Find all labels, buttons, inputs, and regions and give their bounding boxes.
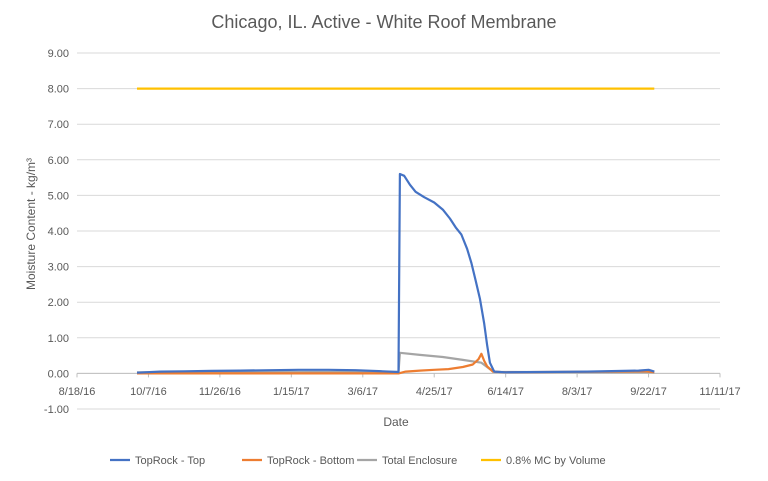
x-axis-title: Date (383, 415, 409, 429)
x-tick-label: 10/7/16 (130, 386, 167, 398)
chart-title: Chicago, IL. Active - White Roof Membran… (211, 12, 557, 32)
y-tick-label: -1.00 (44, 404, 69, 416)
y-axis-ticks: -1.00 0.00 1.00 2.00 3.00 4.00 5.00 6.00 7.00 8.0… (44, 48, 69, 416)
x-axis-ticks: 8/18/16 10/7/16 11/26/16 1/15/17 3/6/17 4/25/… (59, 372, 741, 398)
legend-label: 0.8% MC by Volume (506, 455, 606, 467)
y-tick-label: 0.00 (48, 368, 69, 380)
x-tick-label: 11/11/17 (699, 386, 740, 398)
x-tick-label: 9/22/17 (630, 386, 667, 398)
x-tick-label: 6/14/17 (487, 386, 524, 398)
x-tick-label: 4/25/17 (416, 386, 453, 398)
x-tick-label: 1/15/17 (273, 386, 310, 398)
y-tick-label: 2.00 (48, 297, 69, 309)
y-tick-label: 3.00 (48, 262, 69, 274)
legend: TopRock - Top TopRock - Bottom Total Enclo… (110, 455, 606, 467)
y-tick-label: 7.00 (48, 119, 69, 131)
y-tick-label: 9.00 (48, 48, 69, 60)
x-tick-label: 3/6/17 (347, 386, 378, 398)
series-line-total-enclosure (136, 351, 655, 374)
x-tick-label: 11/26/16 (199, 386, 241, 398)
y-tick-label: 5.00 (48, 190, 69, 202)
legend-label: Total Enclosure (382, 455, 457, 467)
y-tick-label: 4.00 (48, 226, 69, 238)
series-line-toprock-top (136, 172, 655, 374)
x-tick-label: 8/18/16 (59, 386, 96, 398)
legend-label: TopRock - Bottom (267, 455, 354, 467)
y-axis-title: Moisture Content - kg/m³ (24, 158, 38, 290)
series-lines (136, 87, 655, 375)
y-tick-label: 1.00 (48, 333, 69, 345)
y-tick-label: 8.00 (48, 84, 69, 96)
legend-label: TopRock - Top (135, 455, 205, 467)
y-tick-label: 6.00 (48, 155, 69, 167)
x-tick-label: 8/3/17 (562, 386, 593, 398)
